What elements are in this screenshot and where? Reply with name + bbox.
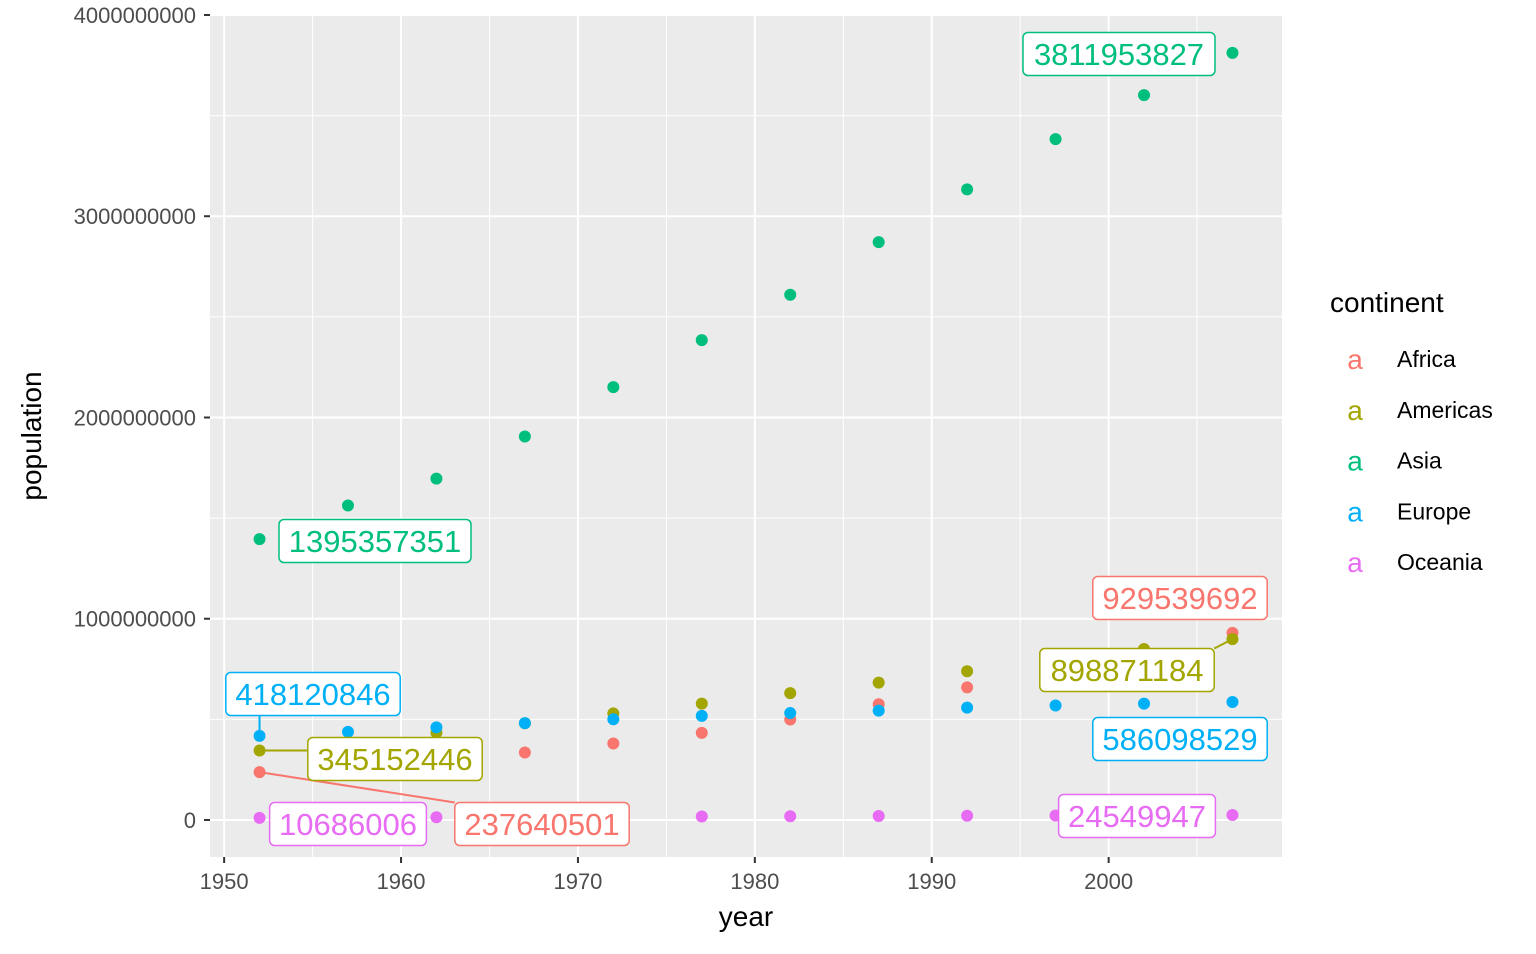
data-point-asia <box>1049 133 1062 146</box>
legend-label-oceania: Oceania <box>1397 549 1483 575</box>
data-point-europe <box>961 701 974 714</box>
data-label: 237640501 <box>464 807 619 842</box>
data-point-asia <box>430 472 443 485</box>
data-label: 418120846 <box>235 677 390 712</box>
data-point-europe <box>1138 697 1151 710</box>
data-label: 898871184 <box>1051 653 1204 688</box>
data-label: 10686006 <box>279 807 417 842</box>
x-tick-label: 1970 <box>553 869 602 894</box>
data-label-box <box>1092 716 1268 762</box>
data-point-europe <box>1049 699 1062 712</box>
data-point-asia <box>872 236 885 249</box>
legend-key-glyph: a <box>1347 344 1363 375</box>
data-label: 929539692 <box>1102 581 1257 616</box>
data-point-europe <box>1226 696 1239 709</box>
legend-key-glyph: a <box>1347 547 1363 578</box>
data-label-box <box>278 518 472 564</box>
y-tick-label: 1000000000 <box>74 607 196 632</box>
data-point-europe <box>695 709 708 722</box>
legend-key-glyph: a <box>1347 446 1363 477</box>
legend-key-glyph: a <box>1347 496 1363 527</box>
data-point-europe <box>341 725 354 738</box>
legend-label-asia: Asia <box>1397 448 1442 474</box>
data-point-asia <box>1226 46 1239 59</box>
data-label-box <box>307 736 483 782</box>
data-point-africa <box>607 737 620 750</box>
data-label-box <box>1057 793 1217 839</box>
x-axis-title: year <box>719 901 773 932</box>
y-axis-title: population <box>16 371 47 500</box>
plot-panel <box>210 15 1282 857</box>
x-tick-label: 1990 <box>907 869 956 894</box>
x-tick-label: 1980 <box>730 869 779 894</box>
legend-label-africa: Africa <box>1397 346 1456 372</box>
data-point-asia <box>253 533 266 546</box>
data-point-americas <box>961 665 974 678</box>
data-label-box <box>1092 575 1268 621</box>
data-point-europe <box>430 721 443 734</box>
data-point-africa <box>961 681 974 694</box>
x-tick-label: 2000 <box>1084 869 1133 894</box>
data-label-box <box>454 801 630 847</box>
data-point-europe <box>253 729 266 742</box>
data-label-box <box>268 801 428 847</box>
data-label-box <box>1039 647 1215 693</box>
data-label: 1395357351 <box>289 524 461 559</box>
data-point-americas <box>253 744 266 757</box>
label-connector-line <box>259 771 455 804</box>
y-tick-label: 4000000000 <box>74 3 196 28</box>
data-point-asia <box>695 334 708 347</box>
data-point-oceania <box>695 810 708 823</box>
data-point-oceania <box>784 810 797 823</box>
data-point-americas <box>695 697 708 710</box>
data-label: 24549947 <box>1068 799 1206 834</box>
data-point-asia <box>518 430 531 443</box>
data-point-oceania <box>253 811 266 824</box>
y-tick-label: 2000000000 <box>74 405 196 430</box>
data-point-asia <box>341 499 354 512</box>
data-point-asia <box>1138 89 1151 102</box>
data-point-africa <box>695 726 708 739</box>
data-label: 586098529 <box>1102 722 1257 757</box>
y-tick-label: 0 <box>184 808 196 833</box>
data-point-americas <box>1226 633 1239 646</box>
data-point-asia <box>607 381 620 394</box>
data-point-oceania <box>961 809 974 822</box>
data-label-box <box>225 671 401 717</box>
legend-key-glyph: a <box>1347 395 1363 426</box>
data-label: 345152446 <box>317 742 472 777</box>
legend-label-americas: Americas <box>1397 397 1493 423</box>
data-label-box <box>1022 31 1216 77</box>
data-point-oceania <box>1226 809 1239 822</box>
data-point-americas <box>784 687 797 700</box>
data-point-europe <box>872 704 885 717</box>
data-point-europe <box>784 707 797 720</box>
data-point-africa <box>518 746 531 759</box>
y-tick-label: 3000000000 <box>74 204 196 229</box>
data-point-europe <box>518 717 531 730</box>
legend-label-europe: Europe <box>1397 498 1471 524</box>
data-point-africa <box>253 766 266 779</box>
data-label: 3811953827 <box>1034 37 1204 72</box>
data-point-americas <box>872 676 885 689</box>
data-point-oceania <box>872 810 885 823</box>
data-point-asia <box>784 288 797 301</box>
data-point-asia <box>961 183 974 196</box>
legend-title: continent <box>1330 287 1444 318</box>
data-point-europe <box>607 713 620 726</box>
x-tick-label: 1950 <box>200 869 249 894</box>
x-tick-label: 1960 <box>377 869 426 894</box>
data-point-oceania <box>430 811 443 824</box>
